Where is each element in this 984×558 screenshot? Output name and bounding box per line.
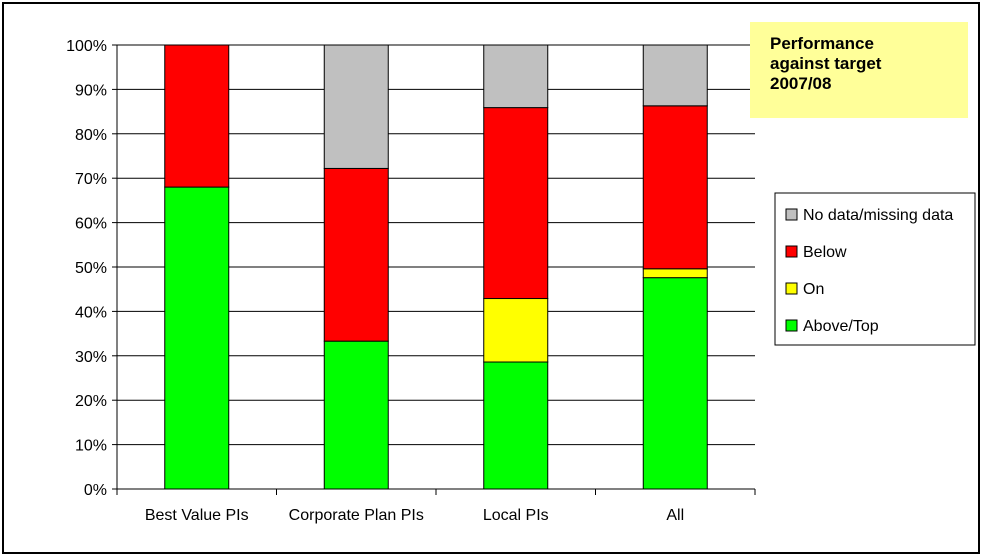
bar-segment bbox=[642, 277, 708, 490]
legend-label: No data/missing data bbox=[803, 207, 953, 224]
category-label: All bbox=[666, 507, 684, 524]
chart-svg: 0% 10% 20% 30% 40% 50% 60% 70% 80% 90% 100% Best V… bbox=[66, 22, 976, 524]
bar-segment bbox=[323, 340, 389, 490]
bars bbox=[164, 44, 708, 490]
y-tick-labels: 0% 10% 20% 30% 40% 50% 60% 70% 80% 90% 100% bbox=[66, 38, 107, 499]
y-tick-label: 0% bbox=[84, 482, 107, 499]
category-label: Corporate Plan PIs bbox=[289, 507, 424, 524]
y-tick-label: 50% bbox=[75, 260, 107, 277]
bar-segment bbox=[483, 298, 549, 363]
legend-swatch bbox=[785, 282, 798, 295]
y-tick-label: 10% bbox=[75, 438, 107, 455]
y-tick-label: 40% bbox=[75, 304, 107, 321]
bar-segment bbox=[483, 44, 549, 109]
legend: No data/missing data Below On Above/Top bbox=[774, 192, 976, 346]
y-tick-label: 90% bbox=[75, 82, 107, 99]
annotation-line: 2007/08 bbox=[770, 74, 831, 93]
y-tick-label: 60% bbox=[75, 216, 107, 233]
y-tick-label: 20% bbox=[75, 393, 107, 410]
axes bbox=[112, 44, 756, 495]
legend-swatch bbox=[785, 208, 798, 221]
bar-segment bbox=[642, 105, 708, 270]
annotation-line: Performance bbox=[770, 34, 874, 53]
legend-swatch bbox=[785, 245, 798, 258]
annotation-background bbox=[750, 22, 968, 118]
bar-segment bbox=[642, 44, 708, 107]
legend-label: On bbox=[803, 281, 824, 298]
legend-swatch bbox=[785, 319, 798, 332]
category-label: Local PIs bbox=[483, 507, 549, 524]
annotation-line: against target bbox=[770, 54, 882, 73]
legend-label: Above/Top bbox=[803, 318, 879, 335]
y-tick-label: 70% bbox=[75, 171, 107, 188]
legend-label: Below bbox=[803, 244, 847, 261]
legend-box bbox=[774, 192, 976, 346]
y-tick-label: 100% bbox=[66, 38, 107, 55]
bar-segment bbox=[323, 167, 389, 342]
bar-segment bbox=[483, 107, 549, 300]
bar-segment bbox=[642, 268, 708, 279]
bar-segment bbox=[483, 361, 549, 490]
bar-segment bbox=[164, 44, 230, 188]
category-label: Best Value PIs bbox=[145, 507, 249, 524]
category-labels: Best Value PIs Corporate Plan PIs Local PI… bbox=[145, 507, 684, 524]
y-tick-label: 30% bbox=[75, 349, 107, 366]
bar-segment bbox=[164, 186, 230, 490]
y-tick-label: 80% bbox=[75, 127, 107, 144]
bar-segment bbox=[323, 44, 389, 169]
